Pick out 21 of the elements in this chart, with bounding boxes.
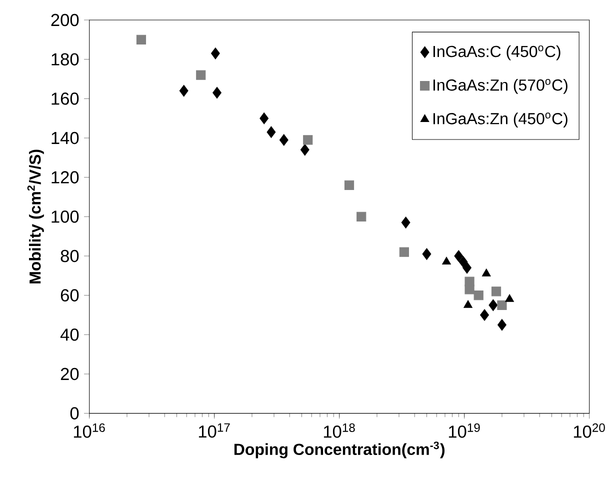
legend-label: InGaAs:Zn (450$^{o}$C): [433, 112, 568, 128]
y-tick-label: 80: [60, 250, 79, 262]
x-tick-label: 10$^{18}$: [324, 423, 355, 438]
y-tick-label: 40: [60, 328, 79, 341]
x-tick-label: 10$^{17}$: [198, 423, 230, 438]
legend-label: InGaAs:C (450$^{o}$C): [433, 45, 560, 60]
y-tick-label: 20: [60, 368, 79, 380]
x-tick-label: 10$^{20}$: [574, 423, 605, 438]
y-tick-label: 0: [70, 407, 79, 420]
legend-label: InGaAs:Zn (570$^{o}$C): [433, 78, 568, 94]
x-axis-title: Doping Concentration(cm$^{-3}$): [234, 442, 445, 458]
y-tick-label: 160: [52, 92, 79, 105]
y-tick-label: 100: [52, 210, 79, 223]
y-tick-label: 140: [52, 132, 79, 144]
y-axis-title: Mobility (cm$^{2}$/V/S): [27, 150, 44, 284]
y-tick-label: 200: [51, 14, 79, 26]
y-tick-label: 120: [52, 171, 79, 184]
y-tick-label: 180: [52, 53, 79, 66]
x-tick-label: 10$^{16}$: [74, 423, 105, 438]
y-tick-label: 60: [60, 289, 79, 302]
x-tick-label: 10$^{19}$: [448, 423, 480, 438]
